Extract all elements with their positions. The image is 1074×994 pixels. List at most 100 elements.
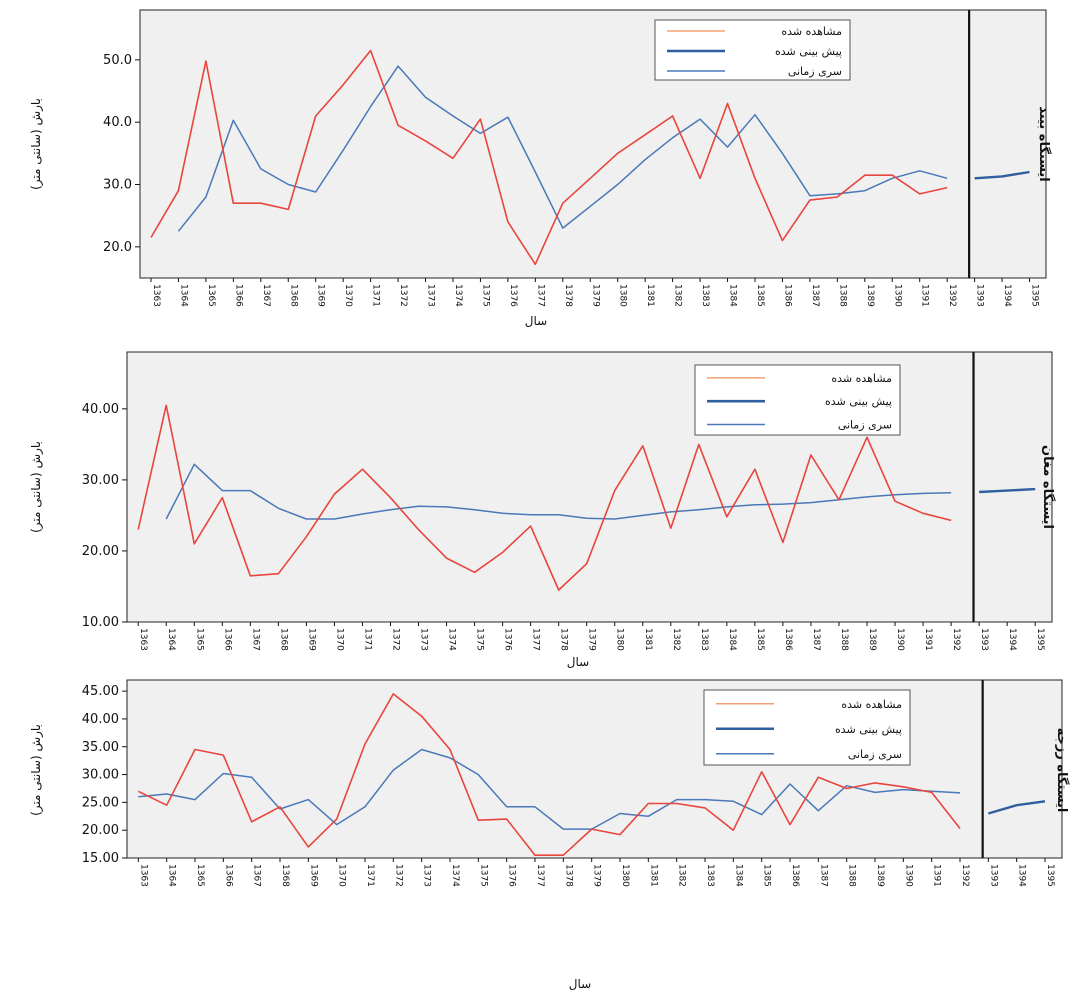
x-tick-label: 1386 (782, 284, 792, 307)
x-tick-label: 1387 (810, 284, 820, 307)
x-tick-label: 1365 (195, 864, 205, 887)
x-tick-label: 1384 (727, 628, 737, 651)
y-tick-label: 30.00 (82, 473, 119, 488)
x-tick-label: 1393 (988, 864, 998, 887)
x-axis-label: سال (525, 314, 547, 328)
x-tick-label: 1381 (648, 864, 658, 887)
legend-entry: مشاهده شده (831, 372, 892, 385)
x-tick-label: 1372 (398, 284, 408, 307)
x-tick-label: 1368 (278, 628, 288, 651)
series-line-3 (138, 748, 961, 830)
x-tick-label: 1383 (700, 284, 710, 307)
y-tick-label: 40.0 (103, 115, 132, 130)
legend-box (654, 19, 851, 81)
x-tick-label: 1363 (138, 628, 148, 651)
x-tick-label: 1374 (447, 628, 457, 651)
x-tick-label: 1373 (426, 284, 436, 307)
station-label: ایستگاه رزجه (1054, 728, 1070, 813)
x-tick-label: 1379 (587, 628, 597, 651)
x-tick-label: 1378 (563, 284, 573, 307)
chart-2: 10.00 20.00 30.00 40.00 1363 1364 1365 1366 1367… (29, 351, 1056, 669)
x-tick-label: 1379 (592, 864, 602, 887)
x-tick-label: 1379 (590, 284, 600, 307)
plot-area (126, 679, 1063, 859)
series-line-1 (137, 693, 961, 857)
x-tick-label: 1375 (478, 864, 488, 887)
x-tick-label: 1383 (699, 628, 709, 651)
x-tick-label: 1395 (1030, 284, 1040, 307)
y-tick-label: 30.00 (82, 768, 119, 783)
x-tick-label: 1365 (206, 284, 216, 307)
x-tick-label: 1365 (194, 628, 204, 651)
x-tick-label: 1376 (503, 628, 513, 651)
chart-3: 15.00 20.00 25.00 30.00 35.00 40.00 45.00 1363 1… (29, 679, 1070, 991)
x-tick-label: 1378 (563, 864, 573, 887)
series-line-2 (979, 487, 1036, 494)
x-tick-label: 1364 (167, 864, 177, 887)
x-tick-label: 1369 (308, 864, 318, 887)
x-tick-label: 1374 (453, 284, 463, 307)
x-tick-label: 1380 (615, 628, 625, 651)
x-tick-label: 1391 (932, 864, 942, 887)
legend-entry: پیش بینی شده (835, 723, 902, 736)
legend-entry: پیش بینی شده (825, 395, 892, 408)
x-tick-label: 1394 (1007, 628, 1017, 651)
y-tick-label: 40.00 (82, 712, 119, 727)
x-tick-label: 1366 (222, 628, 232, 651)
x-tick-label: 1388 (847, 864, 857, 887)
x-tick-label: 1371 (362, 628, 372, 651)
x-tick-label: 1389 (875, 864, 885, 887)
x-tick-label: 1382 (677, 864, 687, 887)
x-tick-label: 1370 (337, 864, 347, 887)
x-tick-label: 1370 (343, 284, 353, 307)
y-tick-label: 35.00 (82, 740, 119, 755)
x-tick-label: 1389 (865, 284, 875, 307)
x-tick-label: 1367 (250, 628, 260, 651)
x-tick-label: 1395 (1045, 864, 1055, 887)
x-tick-label: 1383 (705, 864, 715, 887)
legend-entry: سری زمانی (848, 748, 902, 761)
x-tick-label: 1375 (480, 284, 490, 307)
x-tick-label: 1377 (535, 284, 545, 307)
x-axis-label: سال (569, 977, 591, 991)
x-tick-label: 1373 (419, 628, 429, 651)
legend-entry: مشاهده شده (781, 25, 842, 38)
y-tick-label: 20.00 (82, 823, 119, 838)
x-tick-label: 1393 (975, 284, 985, 307)
x-tick-label: 1381 (645, 284, 655, 307)
x-tick-label: 1377 (531, 628, 541, 651)
x-tick-label: 1377 (535, 864, 545, 887)
x-tick-label: 1390 (903, 864, 913, 887)
x-tick-label: 1387 (818, 864, 828, 887)
x-tick-label: 1368 (288, 284, 298, 307)
x-tick-label: 1392 (951, 628, 961, 651)
legend-entry: سری زمانی (838, 419, 892, 432)
x-tick-label: 1363 (138, 864, 148, 887)
x-tick-label: 1363 (151, 284, 161, 307)
x-tick-label: 1393 (979, 628, 989, 651)
station-label: ایستگاه بیند (1036, 106, 1052, 182)
x-tick-label: 1376 (507, 864, 517, 887)
x-tick-label: 1367 (252, 864, 262, 887)
x-tick-label: 1368 (280, 864, 290, 887)
x-tick-label: 1386 (783, 628, 793, 651)
series-line-2 (974, 170, 1030, 180)
x-tick-label: 1389 (867, 628, 877, 651)
x-tick-label: 1364 (166, 628, 176, 651)
series-line-2 (987, 800, 1046, 815)
y-tick-label: 20.00 (82, 544, 119, 559)
y-axis-label: بارش (سانتی متر) (29, 441, 44, 533)
x-tick-label: 1370 (334, 628, 344, 651)
y-tick-label: 30.0 (103, 178, 132, 193)
y-tick-label: 20.0 (103, 240, 132, 255)
x-tick-label: 1385 (755, 628, 765, 651)
x-tick-label: 1375 (475, 628, 485, 651)
y-tick-label: 45.00 (82, 684, 119, 699)
x-tick-label: 1384 (733, 864, 743, 887)
x-tick-label: 1378 (559, 628, 569, 651)
x-tick-label: 1380 (620, 864, 630, 887)
x-tick-label: 1376 (508, 284, 518, 307)
x-tick-label: 1367 (261, 284, 271, 307)
x-tick-label: 1385 (755, 284, 765, 307)
x-tick-label: 1369 (316, 284, 326, 307)
